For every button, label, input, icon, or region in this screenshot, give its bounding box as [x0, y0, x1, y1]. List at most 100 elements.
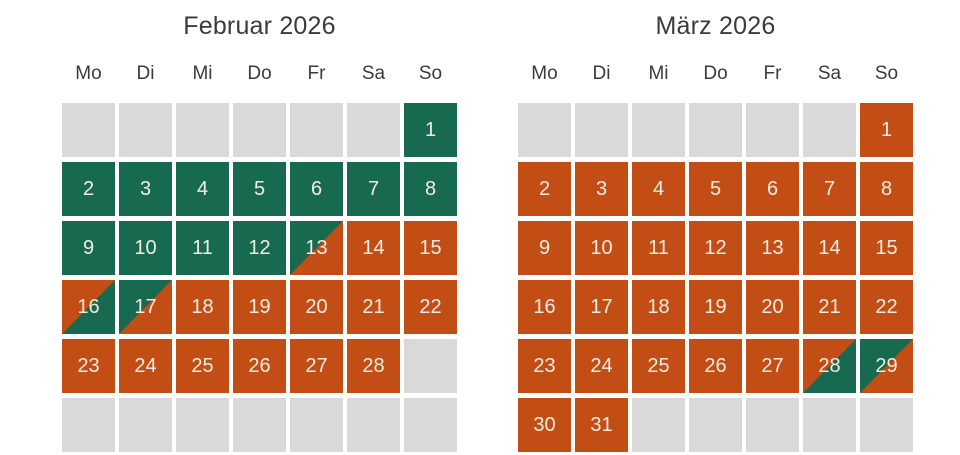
day-cell[interactable]: 20 [746, 280, 799, 334]
day-cell[interactable]: 10 [575, 221, 628, 275]
day-cell[interactable]: 10 [119, 221, 172, 275]
day-cell[interactable]: 24 [119, 339, 172, 393]
day-cell[interactable]: 14 [803, 221, 856, 275]
weekday-label: Mi [648, 63, 669, 84]
weekday-label: Mo [75, 63, 102, 84]
day-cell[interactable]: 11 [632, 221, 685, 275]
weekday-label: Fr [307, 63, 326, 84]
day-cell[interactable]: 18 [176, 280, 229, 334]
day-cell[interactable]: 6 [290, 162, 343, 216]
calendar-month-title: Februar 2026 [183, 12, 336, 40]
day-cell[interactable]: 21 [803, 280, 856, 334]
empty-cell [233, 398, 286, 452]
day-grid: 1 2 3 4 5 6 7 8 9 10 11 12 13 14 15 16 17 18 19 20 21 22 23 24 2… [62, 103, 457, 452]
day-cell[interactable]: 18 [632, 280, 685, 334]
empty-cell [632, 103, 685, 157]
calendar-month: März 2026 Mo Di Mi Do Fr Sa So 1 2 3 4 5 6 7 8 9 10 11 12… [518, 0, 913, 455]
day-cell[interactable]: 21 [347, 280, 400, 334]
day-cell[interactable]: 23 [62, 339, 115, 393]
day-cell[interactable]: 8 [404, 162, 457, 216]
day-cell[interactable]: 1 [404, 103, 457, 157]
calendar-month: Februar 2026 Mo Di Mi Do Fr Sa So 1 2 3 4 5 6 7 8 9 10 1… [62, 0, 457, 455]
day-cell[interactable]: 2 [62, 162, 115, 216]
weekday-label: Di [592, 63, 611, 84]
empty-cell [290, 398, 343, 452]
empty-cell [746, 103, 799, 157]
day-cell[interactable]: 20 [290, 280, 343, 334]
day-cell[interactable]: 15 [404, 221, 457, 275]
day-cell[interactable]: 26 [233, 339, 286, 393]
empty-cell [233, 103, 286, 157]
weekday-label: Sa [361, 63, 386, 84]
weekday-label: Sa [817, 63, 842, 84]
day-cell[interactable]: 25 [176, 339, 229, 393]
empty-cell [119, 398, 172, 452]
empty-cell [803, 103, 856, 157]
empty-cell [176, 103, 229, 157]
day-cell[interactable]: 12 [689, 221, 742, 275]
day-cell[interactable]: 29 [860, 339, 913, 393]
weekday-header-row: Mo Di Mi Do Fr Sa So [62, 63, 457, 85]
empty-cell [689, 398, 742, 452]
day-cell[interactable]: 8 [860, 162, 913, 216]
day-cell[interactable]: 27 [746, 339, 799, 393]
day-cell[interactable]: 16 [518, 280, 571, 334]
day-cell[interactable]: 11 [176, 221, 229, 275]
day-cell[interactable]: 7 [347, 162, 400, 216]
weekday-label: Mi [192, 63, 213, 84]
day-cell[interactable]: 15 [860, 221, 913, 275]
day-cell[interactable]: 27 [290, 339, 343, 393]
day-cell[interactable]: 9 [62, 221, 115, 275]
day-cell[interactable]: 23 [518, 339, 571, 393]
empty-cell [176, 398, 229, 452]
day-cell[interactable]: 9 [518, 221, 571, 275]
day-cell[interactable]: 4 [176, 162, 229, 216]
day-cell[interactable]: 30 [518, 398, 571, 452]
day-cell[interactable]: 22 [860, 280, 913, 334]
day-cell[interactable]: 5 [233, 162, 286, 216]
day-cell[interactable]: 22 [404, 280, 457, 334]
empty-cell [290, 103, 343, 157]
empty-cell [119, 103, 172, 157]
day-cell[interactable]: 13 [290, 221, 343, 275]
day-cell[interactable]: 6 [746, 162, 799, 216]
day-cell[interactable]: 31 [575, 398, 628, 452]
empty-cell [689, 103, 742, 157]
empty-cell [575, 103, 628, 157]
day-cell[interactable]: 17 [119, 280, 172, 334]
empty-cell [347, 103, 400, 157]
empty-cell [803, 398, 856, 452]
day-cell[interactable]: 3 [575, 162, 628, 216]
weekday-label: Do [703, 63, 728, 84]
calendar-month-title: März 2026 [655, 12, 776, 40]
day-cell[interactable]: 17 [575, 280, 628, 334]
empty-cell [746, 398, 799, 452]
day-cell[interactable]: 24 [575, 339, 628, 393]
day-cell[interactable]: 2 [518, 162, 571, 216]
day-cell[interactable]: 7 [803, 162, 856, 216]
empty-cell [860, 398, 913, 452]
weekday-label: Mo [531, 63, 558, 84]
weekday-label: So [418, 63, 443, 84]
day-cell[interactable]: 28 [803, 339, 856, 393]
weekday-header-row: Mo Di Mi Do Fr Sa So [518, 63, 913, 85]
day-cell[interactable]: 13 [746, 221, 799, 275]
day-cell[interactable]: 25 [632, 339, 685, 393]
empty-cell [404, 398, 457, 452]
day-cell[interactable]: 16 [62, 280, 115, 334]
day-cell[interactable]: 5 [689, 162, 742, 216]
day-cell[interactable]: 14 [347, 221, 400, 275]
day-cell[interactable]: 4 [632, 162, 685, 216]
day-cell[interactable]: 19 [689, 280, 742, 334]
weekday-label: Fr [763, 63, 782, 84]
day-cell[interactable]: 26 [689, 339, 742, 393]
day-cell[interactable]: 1 [860, 103, 913, 157]
day-cell[interactable]: 19 [233, 280, 286, 334]
day-cell[interactable]: 3 [119, 162, 172, 216]
day-cell[interactable]: 28 [347, 339, 400, 393]
day-grid: 1 2 3 4 5 6 7 8 9 10 11 12 13 14 15 16 17 18 19 20 21 22 23 24 2… [518, 103, 913, 452]
day-cell[interactable]: 12 [233, 221, 286, 275]
empty-cell [518, 103, 571, 157]
weekday-label: So [874, 63, 899, 84]
